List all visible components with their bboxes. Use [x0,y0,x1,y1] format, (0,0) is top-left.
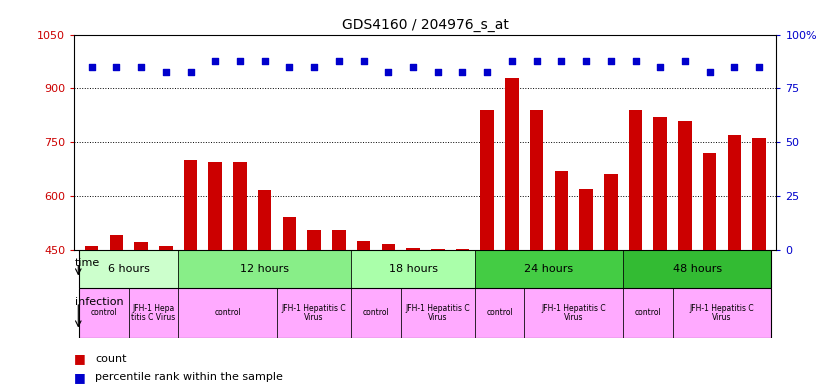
Text: control: control [214,308,241,318]
Bar [475,250,623,288]
Point [357,58,370,65]
Bar [282,217,297,250]
Point [481,69,494,75]
Point [332,58,345,65]
Bar [672,288,771,338]
Point [431,69,444,75]
Bar [129,288,178,338]
Text: infection: infection [74,297,123,307]
Bar [307,230,321,250]
Text: JFH-1 Hepa
titis C Virus: JFH-1 Hepa titis C Virus [131,304,176,322]
Bar [277,288,351,338]
Title: GDS4160 / 204976_s_at: GDS4160 / 204976_s_at [342,18,509,32]
Bar [554,171,568,250]
Point [703,69,716,75]
Bar [728,135,741,250]
Point [580,58,593,65]
Text: 6 hours: 6 hours [107,264,150,274]
Bar [431,249,444,250]
Point [135,64,148,70]
Point [530,58,544,65]
Point [307,64,320,70]
Text: control: control [634,308,662,318]
Text: ■: ■ [74,371,86,384]
Point [555,58,568,65]
Text: control: control [91,308,117,318]
Bar [135,242,148,250]
Bar [159,246,173,250]
Point [85,64,98,70]
Bar [401,288,475,338]
Point [506,58,519,65]
Point [406,64,420,70]
Bar [604,174,618,250]
Point [234,58,247,65]
Point [629,58,642,65]
Bar [506,78,519,250]
Bar [351,250,475,288]
Text: ■: ■ [74,353,86,366]
Point [209,58,222,65]
Bar [752,139,766,250]
Point [184,69,197,75]
Text: count: count [95,354,126,364]
Text: JFH-1 Hepatitis C
Virus: JFH-1 Hepatitis C Virus [406,304,470,322]
Point [110,64,123,70]
Bar [703,153,716,250]
Text: percentile rank within the sample: percentile rank within the sample [95,372,282,382]
Bar [653,117,667,250]
Point [382,69,395,75]
Bar [481,110,494,250]
Bar [525,288,623,338]
Bar [178,250,351,288]
Text: JFH-1 Hepatitis C
Virus: JFH-1 Hepatitis C Virus [541,304,606,322]
Bar [183,160,197,250]
Point [258,58,271,65]
Point [653,64,667,70]
Text: JFH-1 Hepatitis C
Virus: JFH-1 Hepatitis C Virus [282,304,346,322]
Bar [475,288,525,338]
Point [728,64,741,70]
Bar [79,250,178,288]
Bar [79,288,129,338]
Bar [406,248,420,250]
Text: time: time [74,258,100,268]
Bar [208,162,222,250]
Text: 48 hours: 48 hours [672,264,722,274]
Bar [678,121,691,250]
Bar [623,288,672,338]
Text: JFH-1 Hepatitis C
Virus: JFH-1 Hepatitis C Virus [690,304,754,322]
Bar [258,190,272,250]
Point [604,58,617,65]
Bar [629,110,643,250]
Text: 24 hours: 24 hours [525,264,573,274]
Bar [623,250,771,288]
Text: 12 hours: 12 hours [240,264,289,274]
Bar [456,248,469,250]
Bar [579,189,593,250]
Bar [110,235,123,250]
Point [752,64,766,70]
Point [456,69,469,75]
Bar [357,241,370,250]
Point [282,64,296,70]
Text: control: control [363,308,389,318]
Text: control: control [487,308,513,318]
Bar [233,162,247,250]
Point [678,58,691,65]
Point [159,69,173,75]
Bar [178,288,277,338]
Text: 18 hours: 18 hours [388,264,438,274]
Bar [351,288,401,338]
Bar [85,246,98,250]
Bar [382,244,395,250]
Bar [529,110,544,250]
Bar [332,230,345,250]
